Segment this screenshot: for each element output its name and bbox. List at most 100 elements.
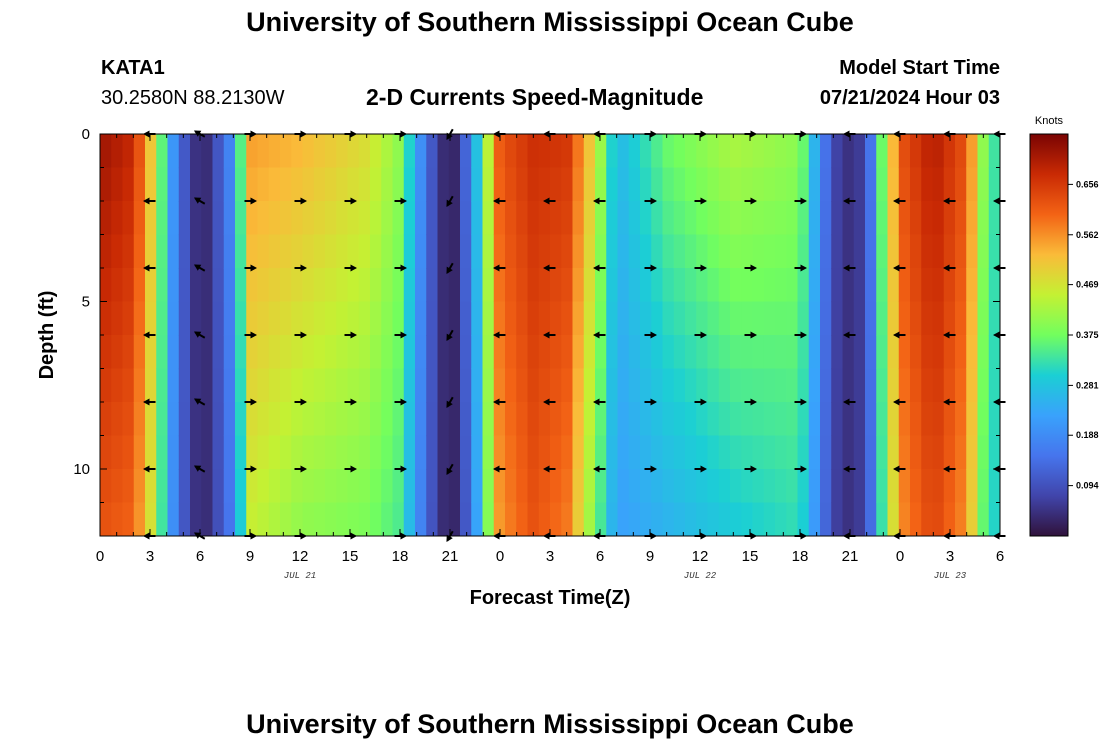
heatmap-cell — [831, 368, 844, 403]
heatmap-cell — [156, 368, 169, 403]
current-vector — [394, 264, 407, 272]
heatmap-cell — [268, 134, 281, 169]
heatmap-cell — [336, 301, 349, 336]
heatmap-cell — [493, 335, 506, 370]
heatmap-cell — [977, 368, 990, 403]
heatmap-cell — [685, 268, 697, 303]
current-vector — [193, 197, 206, 205]
heatmap-cell — [696, 201, 709, 236]
heatmap-cell — [505, 201, 517, 236]
heatmap-cell — [223, 368, 236, 403]
heatmap-cell — [190, 268, 202, 303]
current-vector — [143, 197, 156, 205]
heatmap-cell — [280, 268, 292, 303]
heatmap-cell — [358, 435, 371, 470]
heatmap-cell — [988, 268, 1000, 303]
heatmap-cell — [527, 301, 540, 336]
heatmap-cell — [797, 402, 810, 437]
heatmap-cell — [280, 502, 292, 536]
heatmap-cell — [257, 167, 270, 202]
heatmap-cell — [482, 469, 495, 504]
heatmap-cell — [201, 234, 214, 269]
heatmap-cell — [291, 469, 304, 504]
heatmap-cell — [381, 268, 394, 303]
heatmap-cell — [313, 201, 326, 236]
heatmap-cell — [133, 201, 146, 236]
heatmap-cell — [696, 301, 709, 336]
heatmap-cell — [831, 134, 844, 169]
heatmap-cell — [133, 469, 146, 504]
heatmap-cell — [955, 268, 967, 303]
heatmap-cell — [482, 234, 495, 269]
model-start-value: 07/21/2024 Hour 03 — [819, 87, 1000, 109]
heatmap-cell — [752, 301, 765, 336]
heatmap-cell — [392, 268, 405, 303]
heatmap-cell — [786, 335, 799, 370]
heatmap-cell — [977, 402, 990, 437]
current-vector — [446, 262, 454, 275]
heatmap-cell — [977, 134, 990, 169]
heatmap-cell — [403, 502, 416, 536]
heatmap-cell — [775, 134, 787, 169]
heatmap-cell — [572, 234, 585, 269]
current-vector — [694, 331, 707, 339]
heatmap-cell — [741, 469, 754, 504]
heatmap-cell — [752, 167, 765, 202]
heatmap-cell — [392, 201, 405, 236]
heatmap-cell — [325, 234, 337, 269]
heatmap-cell — [910, 134, 922, 169]
heatmap-cell — [865, 268, 877, 303]
heatmap-cell — [606, 234, 619, 269]
heatmap-cell — [651, 502, 664, 536]
heatmap-cell — [302, 134, 315, 169]
heatmap-cell — [505, 268, 517, 303]
heatmap-cell — [336, 234, 349, 269]
heatmap-cell — [167, 201, 180, 236]
heatmap-cell — [325, 134, 337, 169]
heatmap-cell — [325, 201, 337, 236]
heatmap-cell — [977, 502, 990, 536]
heatmap-cell — [763, 402, 776, 437]
current-vector — [694, 398, 707, 406]
heatmap-cell — [111, 502, 124, 536]
current-vector — [143, 264, 156, 272]
heatmap-cell — [707, 502, 720, 536]
heatmap-cell — [471, 368, 484, 403]
heatmap-cell — [617, 234, 630, 269]
heatmap-cell — [178, 502, 191, 536]
heatmap-cell — [876, 268, 889, 303]
current-vector — [744, 465, 757, 473]
heatmap-cell — [662, 268, 675, 303]
heatmap-cell — [865, 335, 877, 370]
heatmap-cell — [505, 301, 517, 336]
heatmap-cell — [685, 301, 697, 336]
heatmap-cell — [268, 268, 281, 303]
heatmap-cell — [741, 201, 754, 236]
heatmap-cell — [966, 167, 979, 202]
heatmap-cell — [235, 402, 247, 437]
heatmap-cell — [775, 502, 787, 536]
current-vector — [294, 264, 307, 272]
x-tick-label: 3 — [546, 548, 554, 565]
heatmap-cell — [932, 402, 945, 437]
heatmap-cell — [291, 167, 304, 202]
heatmap-cell — [437, 435, 450, 470]
colorbar-tick-label: 0.094 — [1076, 481, 1099, 491]
heatmap-cell — [550, 201, 562, 236]
heatmap-cell — [347, 234, 360, 269]
current-vector — [543, 264, 556, 272]
heatmap-cell — [718, 502, 731, 536]
heatmap-cell — [921, 301, 934, 336]
heatmap-cell — [865, 234, 877, 269]
heatmap-cell — [370, 502, 382, 536]
heatmap-cell — [493, 201, 506, 236]
heatmap-cell — [178, 435, 191, 470]
heatmap-cell — [133, 134, 146, 169]
heatmap-cell — [178, 234, 191, 269]
heatmap-cell — [583, 301, 596, 336]
heatmap-cell — [381, 402, 394, 437]
heatmap-cell — [966, 402, 979, 437]
heatmap-cell — [235, 469, 247, 504]
heatmap-cell — [302, 234, 315, 269]
heatmap-cell — [325, 402, 337, 437]
